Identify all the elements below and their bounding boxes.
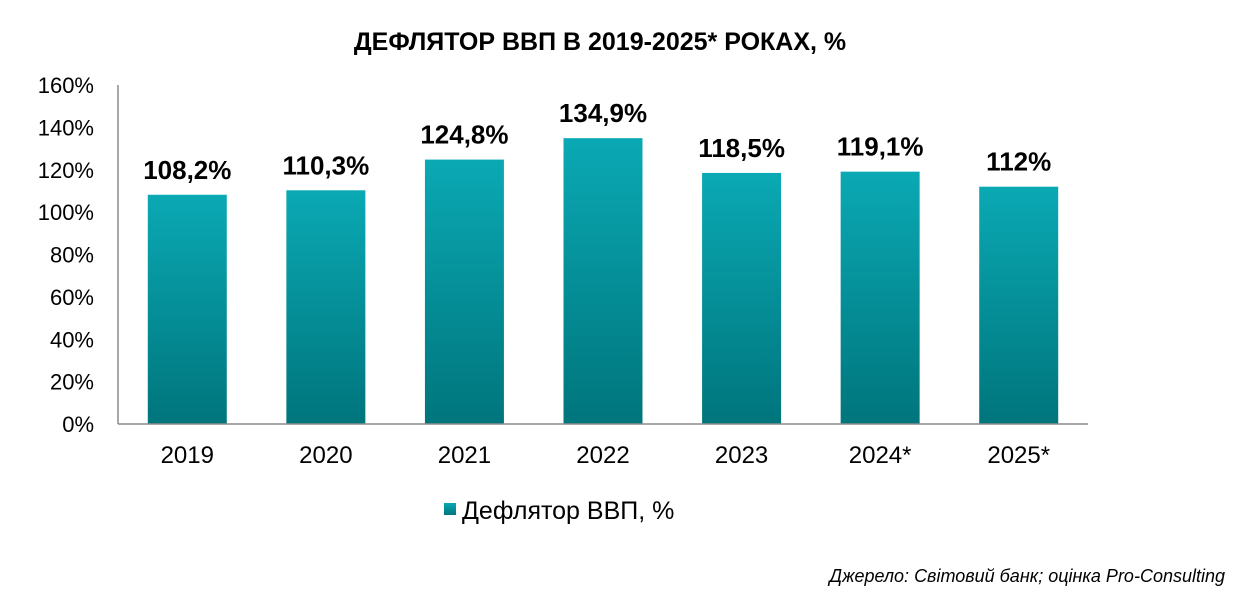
x-tick-label: 2021	[438, 442, 491, 469]
bar	[979, 186, 1059, 424]
legend-label: Дефлятор ВВП, %	[462, 497, 674, 525]
y-tick-label: 100%	[38, 200, 94, 225]
bars: 108,2% 110,3% 124,8% 134,9% 118,5% 119,1% 112%	[143, 98, 1059, 425]
y-tick-label: 120%	[38, 158, 94, 183]
y-tick-label: 60%	[50, 285, 94, 310]
x-tick-label: 2024*	[849, 442, 912, 469]
data-label: 118,5%	[698, 133, 785, 163]
bar	[147, 194, 227, 424]
legend: Дефлятор ВВП, %	[444, 497, 674, 525]
y-tick-label: 20%	[50, 370, 94, 395]
bar	[286, 190, 366, 424]
data-label: 124,8%	[420, 120, 508, 150]
data-label: 134,9%	[559, 98, 647, 128]
bar	[840, 171, 920, 424]
y-tick-label: 140%	[38, 115, 94, 140]
x-tick-label: 2025*	[987, 442, 1050, 469]
y-tick-label: 40%	[50, 327, 94, 352]
y-axis: 0% 20% 40% 60% 80% 100% 120% 140% 160%	[38, 73, 119, 437]
bar	[702, 172, 782, 424]
bar	[563, 138, 643, 425]
y-tick-label: 160%	[38, 73, 94, 98]
data-label: 119,1%	[837, 132, 924, 162]
y-tick-label: 0%	[62, 412, 94, 437]
x-tick-label: 2019	[161, 442, 214, 469]
x-axis: 2019 2020 2021 2022 2023 2024* 2025*	[118, 423, 1088, 469]
x-tick-label: 2022	[576, 442, 629, 469]
data-label: 110,3%	[282, 150, 369, 180]
x-tick-label: 2023	[715, 442, 768, 469]
data-label: 108,2%	[143, 155, 231, 185]
bar	[424, 159, 504, 424]
y-tick-label: 80%	[50, 243, 94, 268]
data-label: 112%	[986, 147, 1051, 177]
legend-swatch	[444, 503, 456, 515]
source-note: Джерело: Світовий банк; оцінка Pro-Consu…	[827, 566, 1225, 586]
x-tick-label: 2020	[299, 442, 352, 469]
chart-title: ДЕФЛЯТОР ВВП В 2019-2025* РОКАХ, %	[354, 28, 846, 56]
